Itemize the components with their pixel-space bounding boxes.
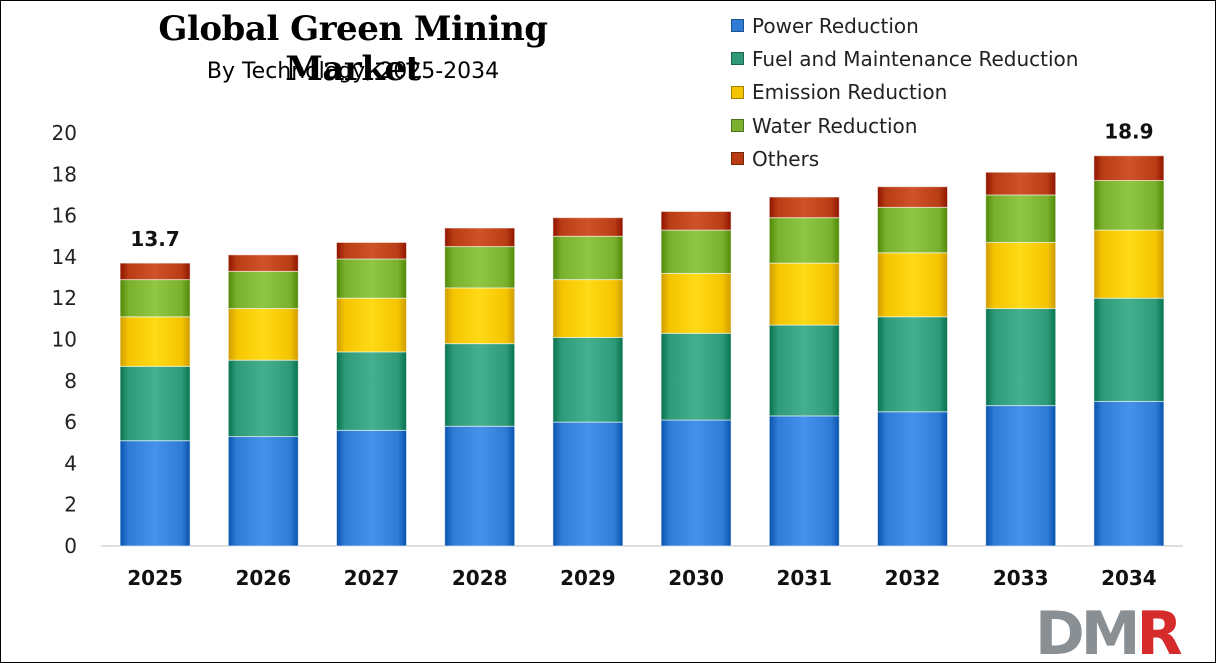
legend-item: Fuel and Maintenance Reduction: [731, 42, 1078, 75]
bar-segment: [227, 359, 299, 438]
bar-segment: [985, 308, 1057, 407]
legend-swatch: [731, 152, 744, 166]
bar-segment: [552, 217, 624, 237]
bar-segment: [1093, 400, 1165, 547]
bar-segment: [119, 279, 191, 318]
bar-segment: [768, 262, 840, 326]
bar-segment: [1093, 229, 1165, 299]
logo-text: DMR: [1035, 599, 1182, 662]
bar-segment: [985, 241, 1057, 310]
bar-segment: [444, 246, 516, 289]
chart-title: Global Green Mining Market: [158, 9, 548, 89]
bar-segment: [227, 270, 299, 310]
legend-label: Emission Reduction: [752, 80, 948, 105]
bar-segment: [985, 405, 1057, 547]
y-tick-label: 12: [52, 286, 77, 310]
legend-item: Water Reduction: [731, 109, 1078, 142]
bar-segment: [336, 258, 407, 299]
legend-label: Water Reduction: [752, 113, 918, 138]
x-tick-label: 2026: [235, 566, 291, 590]
bar-segment: [119, 440, 191, 547]
data-label-total: 18.9: [1104, 120, 1153, 144]
legend-swatch: [731, 19, 744, 33]
bar-segment: [336, 241, 407, 260]
bar-segment: [227, 254, 299, 272]
y-tick-label: 20: [52, 121, 77, 145]
y-tick-label: 0: [64, 534, 77, 558]
bar-segment: [336, 351, 407, 431]
bar-segment: [660, 229, 732, 274]
legend-label: Others: [752, 146, 820, 171]
bar-segment: [119, 365, 191, 442]
data-label-total: 13.7: [130, 227, 179, 251]
x-tick-label: 2029: [560, 566, 616, 590]
x-tick-label: 2034: [1101, 566, 1157, 590]
bar-segment: [877, 186, 948, 208]
y-tick-label: 2: [64, 493, 77, 517]
legend-label: Power Reduction: [752, 13, 919, 38]
y-tick-label: 18: [52, 162, 77, 186]
x-tick-label: 2031: [776, 566, 832, 590]
legend-item: Power Reduction: [731, 9, 1078, 42]
bar-segment: [768, 217, 840, 264]
legend-item: Emission Reduction: [731, 76, 1078, 109]
y-tick-label: 6: [64, 410, 77, 434]
bar-segment: [119, 262, 191, 281]
legend-label: Fuel and Maintenance Reduction: [752, 46, 1079, 71]
bar-segment: [985, 194, 1057, 243]
y-tick-label: 10: [52, 328, 77, 352]
bar-segment: [877, 316, 948, 413]
bar-segment: [227, 308, 299, 361]
bar-segment: [444, 287, 516, 345]
logo-wordmark: R: [1137, 599, 1182, 662]
logo-wordmark-prefix: DM: [1035, 599, 1137, 662]
x-tick-label: 2030: [668, 566, 724, 590]
bar-segment: [877, 252, 948, 318]
bar-segment: [336, 429, 407, 547]
x-tick-label: 2025: [127, 566, 183, 590]
bar-segment: [768, 324, 840, 417]
legend-swatch: [731, 52, 744, 66]
y-tick-label: 4: [64, 451, 77, 475]
bar-segment: [552, 279, 624, 338]
y-tick-label: 8: [64, 369, 77, 393]
bar-segment: [660, 332, 732, 421]
bar-segment: [660, 419, 732, 547]
bar-segment: [768, 415, 840, 547]
dmr-logo: DMR: [1035, 599, 1186, 662]
legend-swatch: [731, 119, 744, 133]
bar-segment: [336, 297, 407, 353]
bar-segment: [1093, 297, 1165, 402]
bar-segment: [444, 343, 516, 427]
bar-segment: [552, 336, 624, 423]
bar-segment: [552, 421, 624, 547]
bar-segment: [444, 227, 516, 248]
bar-segment: [877, 411, 948, 547]
y-tick-label: 14: [52, 245, 77, 269]
bar-segment: [444, 425, 516, 547]
bar-segment: [119, 316, 191, 367]
chart-legend: Power Reduction Fuel and Maintenance Redu…: [731, 9, 1078, 175]
bar-segment: [768, 196, 840, 219]
x-tick-label: 2032: [885, 566, 941, 590]
legend-swatch: [731, 85, 744, 99]
x-tick-label: 2027: [344, 566, 400, 590]
chart-subtitle: By Technology, 2025-2034: [206, 59, 500, 84]
bar-segment: [552, 235, 624, 281]
x-tick-label: 2033: [993, 566, 1049, 590]
legend-item: Others: [731, 142, 1078, 175]
x-tick-label: 2028: [452, 566, 508, 590]
bar-segment: [660, 272, 732, 334]
bar-segment: [227, 436, 299, 547]
bar-segment: [985, 171, 1057, 196]
bar-segment: [1093, 155, 1165, 181]
y-tick-label: 16: [52, 204, 77, 228]
bar-segment: [877, 206, 948, 254]
bar-segment: [1093, 179, 1165, 231]
bar-segment: [660, 210, 732, 231]
